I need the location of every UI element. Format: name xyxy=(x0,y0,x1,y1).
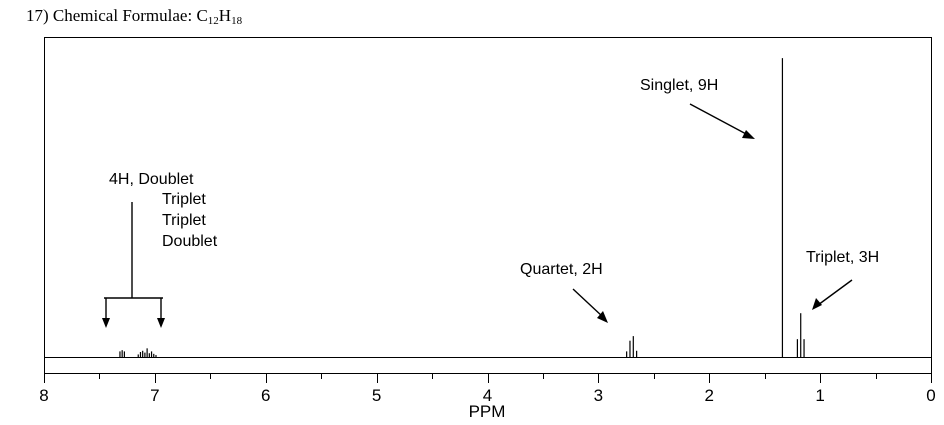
formula: C12H18 xyxy=(196,6,243,27)
aromatic-bracket-left-head xyxy=(102,318,110,328)
x-axis-label: PPM xyxy=(469,402,506,421)
triplet-3h-arrow-head xyxy=(812,298,822,310)
annotation-aromatic-line-3: Triplet xyxy=(162,212,206,229)
x-tick-label: 4 xyxy=(483,386,492,405)
x-tick-label: 6 xyxy=(261,386,270,405)
x-tick-label: 3 xyxy=(594,386,603,405)
peak-multiplet xyxy=(119,350,125,358)
quartet-arrow-shaft xyxy=(572,288,604,318)
annotation-aromatic-line-4: Doublet xyxy=(162,233,218,250)
formula-element-carbon: C xyxy=(196,6,208,25)
formula-element-hydrogen: H xyxy=(218,6,232,25)
x-tick-label: 8 xyxy=(39,386,48,405)
x-tick-label: 5 xyxy=(372,386,381,405)
peak-multiplet xyxy=(626,336,638,358)
problem-label: Chemical Formulae: xyxy=(52,6,193,25)
problem-number: 17) xyxy=(26,6,49,25)
problem-title: 17) Chemical Formulae: C12H18 xyxy=(26,6,242,27)
formula-subscript-hydrogen: 18 xyxy=(231,15,243,27)
x-tick-label: 7 xyxy=(150,386,159,405)
x-tick-label: 1 xyxy=(815,386,824,405)
peak-multiplet xyxy=(796,313,805,358)
annotation-arrows xyxy=(102,103,853,328)
annotation-aromatic-line-2: Triplet xyxy=(162,191,206,208)
peak-annotations: Singlet, 9H Triplet, 3H Quartet, 2H 4H, … xyxy=(109,77,879,278)
singlet-arrow-shaft xyxy=(689,103,749,136)
quartet-arrow-head xyxy=(597,311,608,323)
peak-multiplet xyxy=(137,348,157,358)
formula-subscript-carbon: 12 xyxy=(207,15,219,27)
x-tick-label: 2 xyxy=(705,386,714,405)
aromatic-bracket-right-head xyxy=(157,318,165,328)
plot-frame xyxy=(44,37,932,374)
x-axis-ticks: 8 7 6 5 4 3 2 1 0 xyxy=(39,374,936,405)
annotation-aromatic-line-1: 4H, Doublet xyxy=(109,171,194,188)
annotation-singlet-9h: Singlet, 9H xyxy=(640,77,718,94)
annotation-triplet-3h: Triplet, 3H xyxy=(806,249,879,266)
annotation-quartet-2h: Quartet, 2H xyxy=(520,261,603,278)
x-tick-label: 0 xyxy=(926,386,935,405)
singlet-arrow-head xyxy=(742,130,755,139)
spectrum-peaks xyxy=(119,58,805,358)
triplet-3h-arrow-shaft xyxy=(817,279,853,306)
